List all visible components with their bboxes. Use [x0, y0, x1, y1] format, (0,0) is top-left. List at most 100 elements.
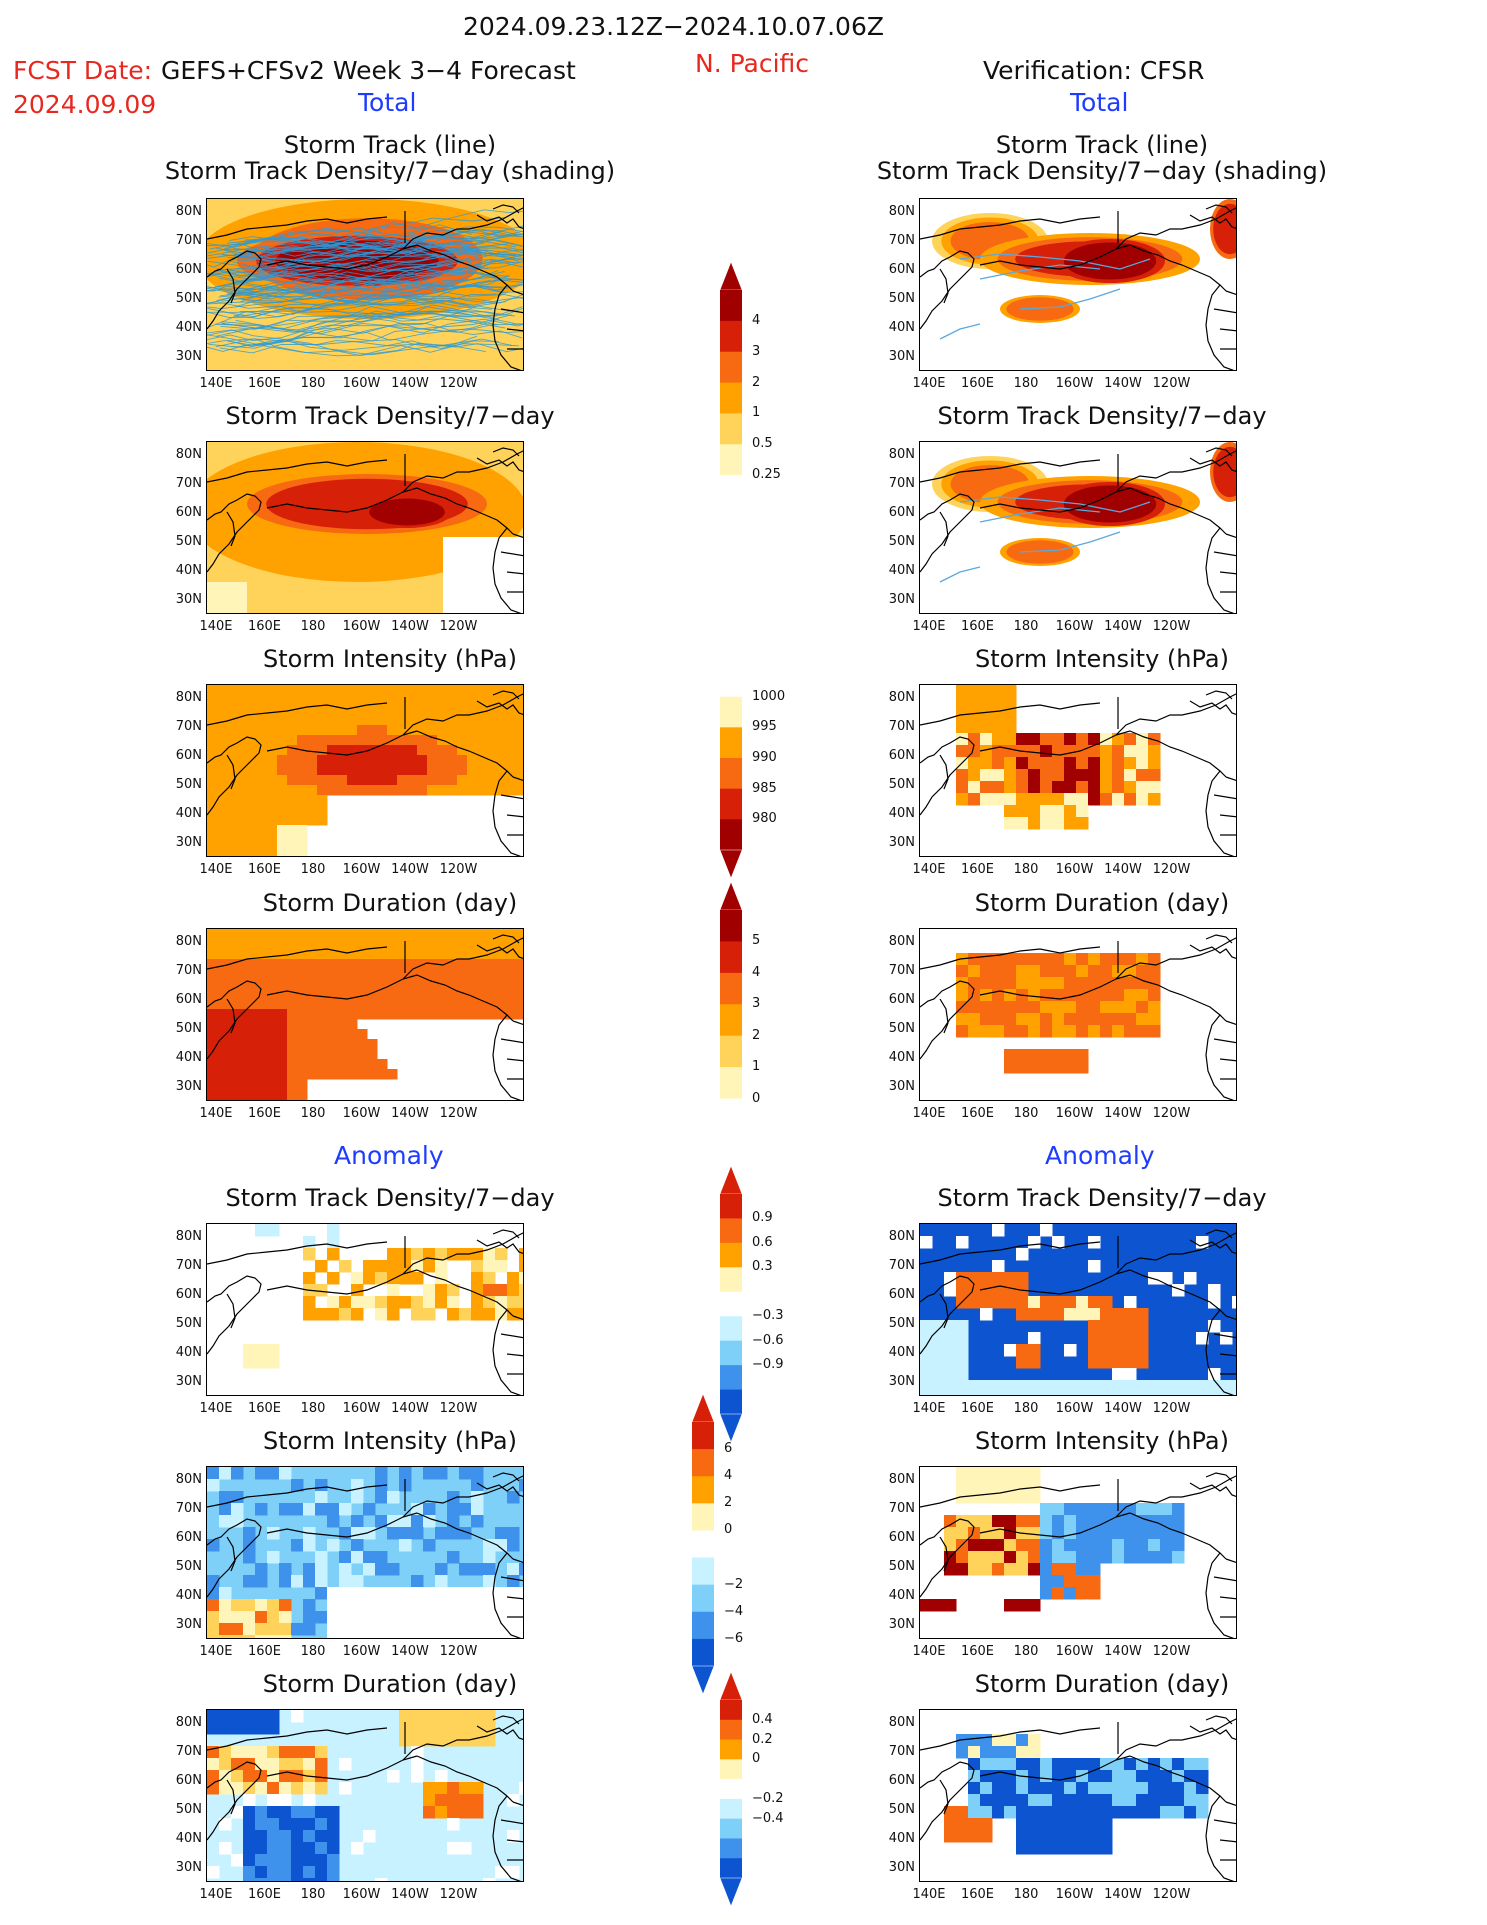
lat-tick-label: 40N: [175, 563, 202, 578]
lon-tick-label: 180: [300, 1887, 326, 1902]
lon-tick-label: 160E: [960, 619, 995, 634]
lon-tick-label: 160W: [1055, 1887, 1094, 1902]
lon-tick-label: 160E: [960, 1106, 995, 1121]
lat-tick-label: 70N: [888, 1744, 915, 1759]
lat-tick-label: 70N: [175, 1744, 202, 1759]
lat-tick-label: 50N: [888, 1021, 915, 1036]
lon-tick-label: 120W: [1152, 376, 1191, 391]
lat-tick-label: 70N: [175, 1258, 202, 1273]
lat-tick-label: 40N: [888, 1831, 915, 1846]
lon-tick-label: 140W: [391, 376, 429, 391]
lat-tick-label: 30N: [888, 1079, 915, 1094]
colorbar-graphic: [719, 1672, 743, 1906]
lon-tick-label: 120W: [1152, 1644, 1191, 1659]
lat-tick-label: 30N: [888, 835, 915, 850]
title-intensity-left: Storm Intensity (hPa): [263, 645, 517, 673]
lat-tick-label: 80N: [888, 1229, 915, 1244]
colorbar-tick-label: 3: [752, 996, 761, 1012]
colorbar-tick-label: −0.6: [752, 1332, 784, 1348]
lon-tick-label: 160W: [342, 1644, 381, 1659]
title-anom-duration-right: Storm Duration (day): [974, 1670, 1230, 1698]
map-intensity-verification: 80N 70N 60N 50N 40N 30N 140E 160E 180 160W 140W 120…: [889, 684, 1237, 877]
map-anom-duration-forecast: 80N 70N 60N 50N 40N 30N 140E 160E 180 160W 140W 120…: [176, 1709, 524, 1902]
lon-tick-label: 140W: [1104, 1401, 1142, 1416]
colorbar-tick-label: 0.4: [752, 1711, 773, 1727]
map-frame: [919, 684, 1237, 857]
fcst-label: FCST Date:: [13, 56, 153, 85]
lat-tick-label: 60N: [888, 1773, 915, 1788]
colorbar-tick-label: 0.3: [752, 1259, 773, 1275]
title-track-line-right: Storm Track (line): [995, 131, 1209, 159]
lon-tick-label: 140W: [391, 619, 429, 634]
colorbar-tick-label: 1000: [752, 688, 786, 704]
region-label: N. Pacific: [695, 49, 810, 78]
colorbar-tick-label: 980: [752, 811, 777, 827]
fcst-model: GEFS+CFSv2 Week 3−4 Forecast: [161, 56, 576, 85]
map-track-verification: 80N 70N 60N 50N 40N 30N 140E 160E 180 160W 140W 120…: [889, 198, 1237, 391]
lat-tick-label: 40N: [888, 1345, 915, 1360]
colorbar-tick-label: 3: [752, 343, 761, 359]
lat-tick-label: 60N: [175, 1530, 202, 1545]
map-shading: [207, 685, 523, 856]
lat-tick-label: 40N: [175, 1588, 202, 1603]
map-anom-intensity-verification: 80N 70N 60N 50N 40N 30N 140E 160E 180 160W 140W 120…: [889, 1466, 1237, 1659]
map-shading: [920, 1467, 1236, 1638]
lon-tick-label: 140E: [199, 376, 233, 391]
colorbar-tick-label: 995: [752, 719, 777, 735]
map-anom-density-forecast: 80N 70N 60N 50N 40N 30N 140E 160E 180 160W 140W 120…: [176, 1223, 524, 1416]
lon-tick-label: 180: [300, 862, 326, 877]
lon-tick-label: 140E: [912, 862, 946, 877]
lon-tick-label: 160E: [247, 376, 282, 391]
lon-tick-label: 180: [300, 1401, 326, 1416]
date-range: 2024.09.23.12Z−2024.10.07.06Z: [463, 12, 884, 41]
map-density-verification: 80N 70N 60N 50N 40N 30N 140E 160E 180 160W 140W 120…: [889, 441, 1237, 634]
lat-tick-label: 80N: [175, 1715, 202, 1730]
colorbar-graphic: [719, 882, 743, 1158]
lat-tick-label: 60N: [175, 992, 202, 1007]
map-duration-forecast: 80N 70N 60N 50N 40N 30N 140E 160E 180 160W 140W 120…: [176, 928, 524, 1121]
colorbar-tick-label: −0.9: [752, 1357, 784, 1373]
lat-tick-label: 50N: [175, 1802, 202, 1817]
colorbar-tick-label: 6: [724, 1441, 733, 1457]
lon-tick-label: 140W: [1104, 862, 1142, 877]
lat-tick-label: 50N: [888, 291, 915, 306]
map-shading: [920, 442, 1236, 613]
lat-tick-label: 30N: [888, 1374, 915, 1389]
lat-tick-label: 70N: [175, 1501, 202, 1516]
lat-tick-label: 80N: [888, 690, 915, 705]
title-track-shading-right: Storm Track Density/7−day (shading): [876, 157, 1328, 185]
title-anom-density-left: Storm Track Density/7−day: [225, 1184, 555, 1212]
lon-tick-label: 180: [300, 1106, 326, 1121]
lat-tick-label: 50N: [175, 1316, 202, 1331]
lon-tick-label: 180: [300, 619, 326, 634]
colorbar-graphic: [691, 1394, 715, 1694]
map-frame: [919, 1466, 1237, 1639]
lat-tick-label: 60N: [175, 1773, 202, 1788]
lat-tick-label: 80N: [175, 690, 202, 705]
colorbar-intensity-anomaly: 6 4 2 0 −2 −4 −6: [688, 1394, 748, 1694]
lat-tick-label: 80N: [175, 1472, 202, 1487]
lat-tick-label: 50N: [175, 291, 202, 306]
lat-tick-label: 40N: [888, 563, 915, 578]
map-frame: [206, 1466, 524, 1639]
anomaly-label-right: Anomaly: [1045, 1141, 1155, 1170]
colorbar-density-total: 4 3 2 1 0.5 0.25: [716, 262, 781, 534]
lat-tick-label: 40N: [888, 320, 915, 335]
lon-tick-label: 120W: [1152, 1401, 1191, 1416]
map-frame: [206, 1709, 524, 1882]
map-frame: [206, 441, 524, 614]
map-anom-density-verification: 80N 70N 60N 50N 40N 30N 140E 160E 180 160W 140W 120…: [889, 1223, 1237, 1416]
lat-tick-label: 30N: [175, 1617, 202, 1632]
colorbar-tick-label: 0: [752, 1090, 761, 1106]
lon-tick-label: 140W: [1104, 619, 1142, 634]
map-frame: [206, 684, 524, 857]
lat-tick-label: 60N: [175, 748, 202, 763]
lat-tick-label: 40N: [175, 320, 202, 335]
lat-tick-label: 50N: [175, 1559, 202, 1574]
title-duration-left: Storm Duration (day): [262, 889, 518, 917]
lat-tick-label: 70N: [175, 719, 202, 734]
lon-tick-label: 140W: [391, 1106, 429, 1121]
colorbar-tick-label: 4: [752, 312, 761, 328]
lat-tick-label: 60N: [888, 992, 915, 1007]
lon-tick-label: 160E: [247, 619, 282, 634]
